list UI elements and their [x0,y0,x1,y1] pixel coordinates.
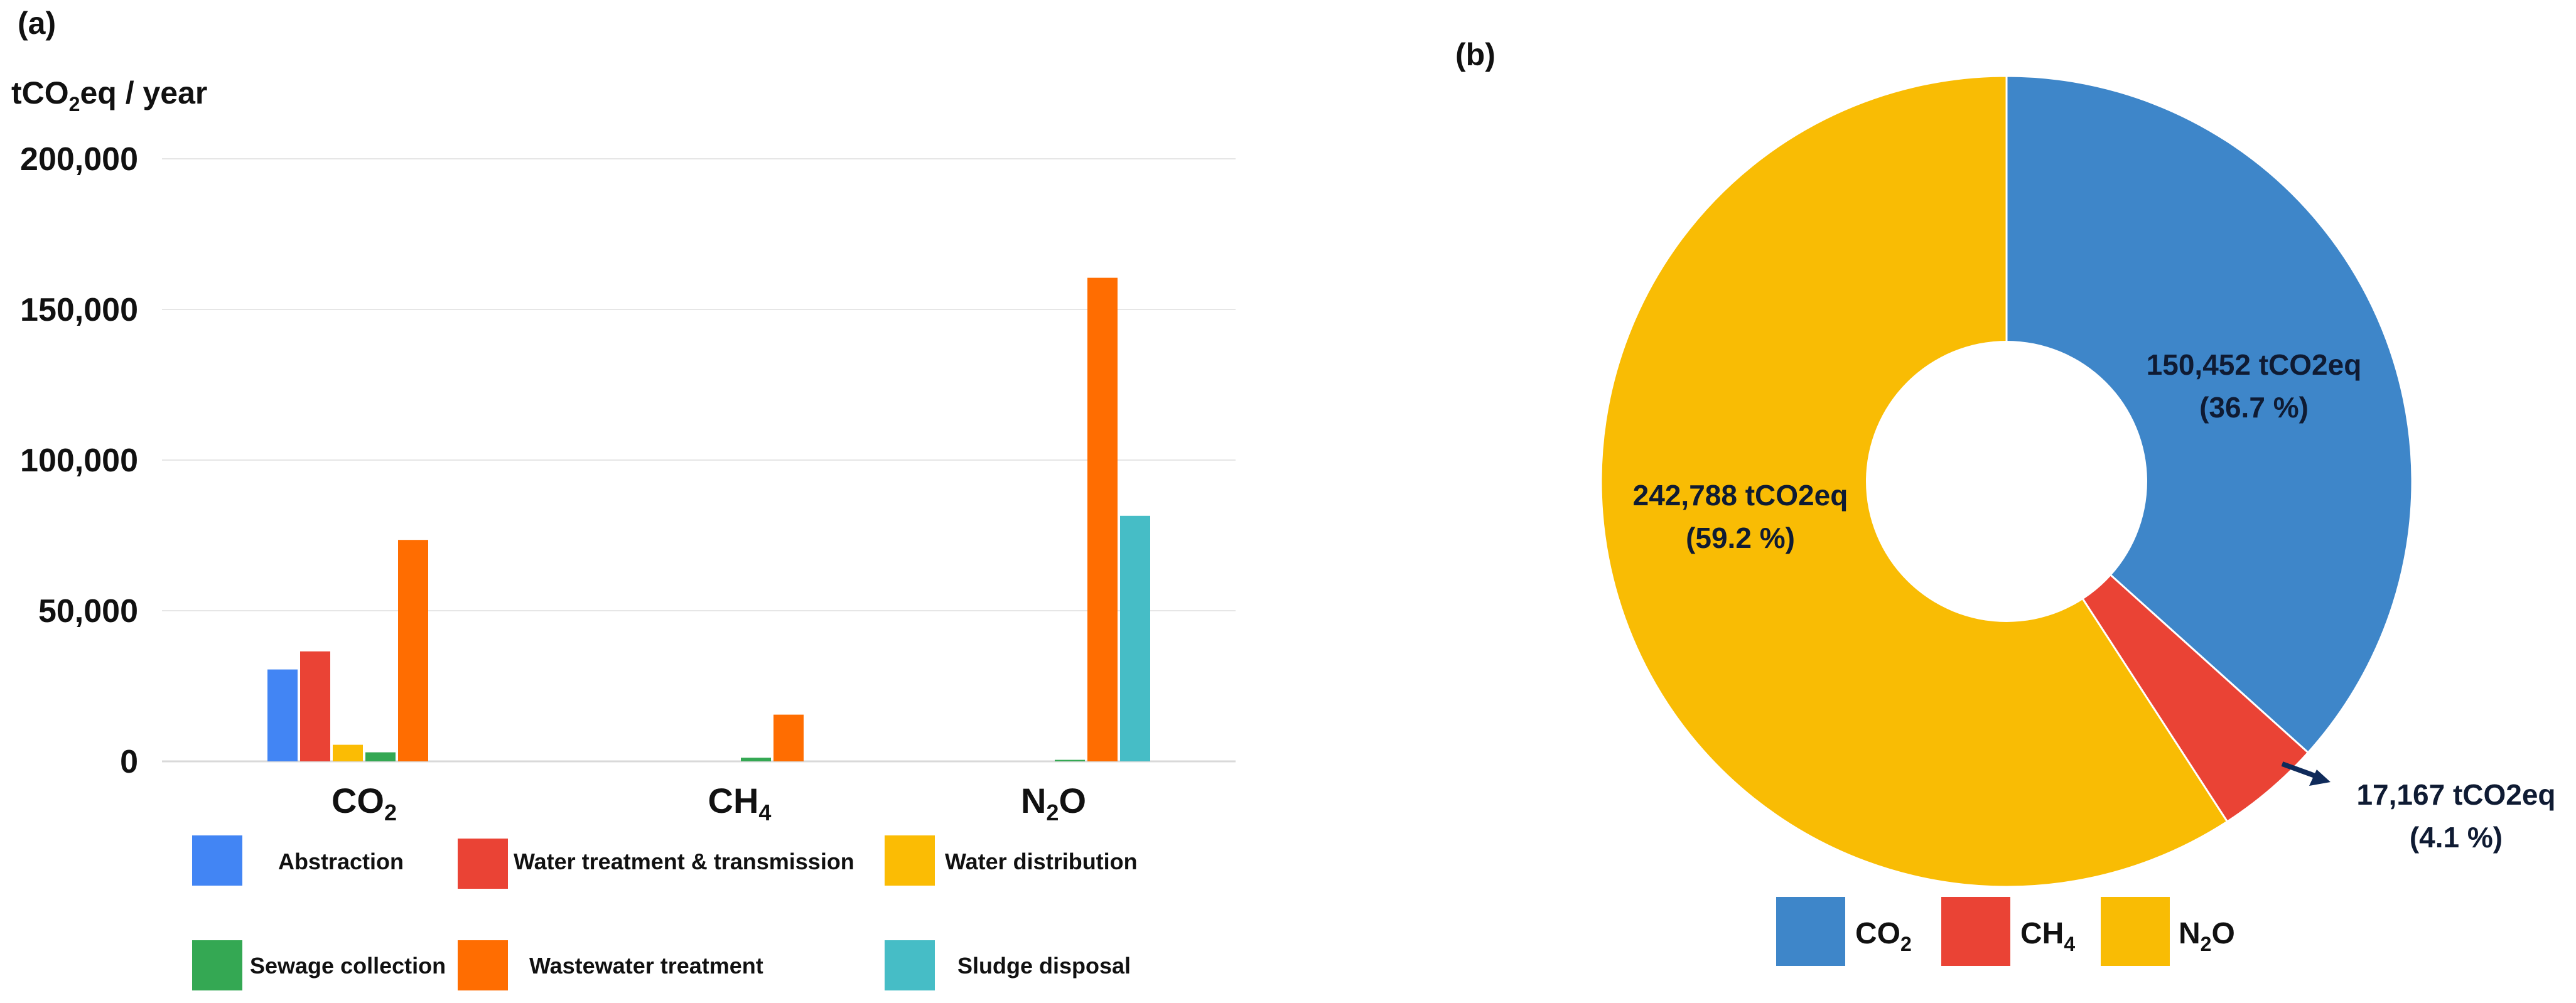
slice-label-n2o-line2: (59.2 %) [1686,522,1795,554]
y-axis-label: tCO2eq / year [11,75,207,115]
y-axis-label-tail: eq / year [80,75,207,110]
bar-abstraction-0 [267,669,298,761]
donut-legend-swatch [2101,897,2170,966]
bar-sludge-disposal-2 [1120,515,1150,761]
y-tick-label: 100,000 [20,442,138,479]
donut-legend-label: CO2 [1855,917,1912,955]
legend-item: Abstraction [192,835,404,886]
y-axis-label-main: tCO [11,75,69,110]
legend-swatch [458,940,508,990]
legend-label: Water treatment & transmission [514,849,854,874]
ch4-arrow-head [2309,770,2331,786]
legend-label: Water distribution [945,849,1138,874]
donut-legend-item: CH4 [1941,897,2075,966]
legend-label: Sludge disposal [957,953,1131,979]
bar-y-ticks: 0 50,000 100,000 150,000 200,000 [20,141,138,780]
y-tick-label: 0 [120,744,138,780]
donut-legend: CO2 CH4 N2O [1776,897,2235,966]
bar-wastewater-treatment-1 [773,714,804,761]
bar-sewage-collection-1 [741,758,771,761]
slice-label-ch4-line1: 17,167 tCO2eq [2356,778,2555,811]
legend-label: Wastewater treatment [529,953,763,979]
panel-label-b: (b) [1455,37,1495,72]
donut-hole [1866,341,2147,622]
legend-swatch [885,940,935,990]
donut-slice-co2 [2005,75,2413,754]
y-tick-label: 50,000 [38,593,138,630]
legend-label: Abstraction [278,849,404,874]
donut-legend-swatch [1776,897,1845,966]
donut-legend-swatch [1941,897,2010,966]
y-axis-label-sub: 2 [69,93,80,115]
slice-label-ch4-line2: (4.1 %) [2410,821,2503,854]
x-category-label: N2O [1021,781,1086,825]
slice-label-ch4: 17,167 tCO2eq (4.1 %) [2281,761,2556,854]
slice-label-co2: 150,452 tCO2eq (36.7 %) [2147,348,2362,424]
slice-label-n2o-line1: 242,788 tCO2eq [1633,479,1848,512]
donut-legend-label: CH4 [2020,917,2075,955]
legend-label: Sewage collection [250,953,446,979]
bar-chart-panel: (a) tCO2eq / year 0 50,000 100,000 150,000 2… [11,6,1236,990]
x-category-label: CO2 [331,781,397,825]
x-category-label: CH4 [708,781,772,825]
bar-category-labels: CO2 CH4 N2O [331,781,1086,825]
donut-legend-label: N2O [2179,917,2235,955]
legend-item: Sludge disposal [885,940,1131,990]
bar-water-distribution-0 [333,744,363,761]
slice-label-co2-line2: (36.7 %) [2199,391,2309,424]
legend-swatch [192,940,242,990]
legend-swatch [885,835,935,886]
donut-chart-panel: (b) 150,452 tCO2eq (36.7 %) 242,788 tCO2… [1455,37,2556,966]
legend-item: Water distribution [885,835,1138,886]
donut-legend-item: N2O [2101,897,2235,966]
y-tick-label: 200,000 [20,141,138,178]
ch4-leader-arrow [2281,761,2318,779]
legend-item: Sewage collection [192,940,446,990]
bar-wastewater-treatment-2 [1087,277,1118,762]
bar-sewage-collection-0 [365,752,396,761]
y-tick-label: 150,000 [20,292,138,328]
bar-legend: Abstraction Water treatment & transmissio… [192,835,1138,990]
bar-sewage-collection-2 [1055,759,1085,761]
donut-legend-item: CO2 [1776,897,1912,966]
legend-swatch [192,835,242,886]
slice-label-co2-line1: 150,452 tCO2eq [2147,348,2362,381]
panel-label-a: (a) [18,6,56,41]
legend-swatch [458,839,508,889]
bar-wastewater-treatment-0 [398,540,428,761]
bar-water-treatment-transmission-0 [300,651,330,761]
bar-series [267,277,1150,762]
legend-item: Wastewater treatment [458,940,763,990]
legend-item: Water treatment & transmission [458,839,854,889]
slice-label-n2o: 242,788 tCO2eq (59.2 %) [1633,479,1848,554]
